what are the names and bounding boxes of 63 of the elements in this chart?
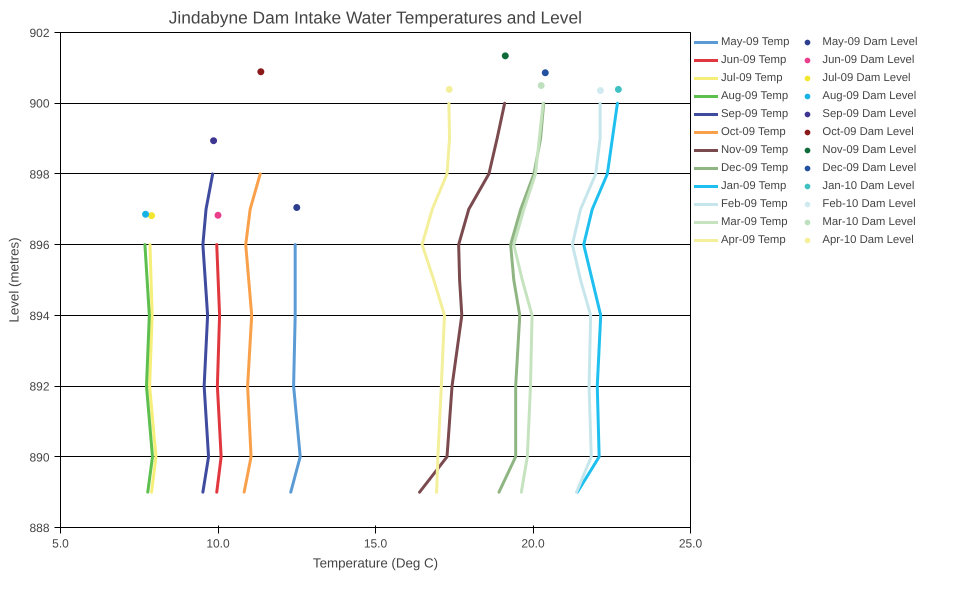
y-tick-label: 900 bbox=[29, 96, 50, 111]
legend-label: Apr-10 Dam Level bbox=[822, 234, 914, 246]
line-series bbox=[242, 172, 262, 494]
legend-label: Oct-09 Dam Level bbox=[822, 126, 914, 138]
legend-label: Mar-09 Temp bbox=[721, 216, 788, 228]
line-series bbox=[215, 243, 223, 494]
y-tick-label: 888 bbox=[29, 521, 50, 535]
legend-label: Aug-09 Temp bbox=[721, 90, 788, 102]
line-series bbox=[201, 172, 214, 494]
chart-title: Jindabyne Dam Intake Water Temperatures and Level bbox=[168, 8, 582, 28]
legend-label: Jun-09 Dam Level bbox=[822, 54, 914, 66]
legend-label: Feb-09 Temp bbox=[721, 198, 788, 210]
legend-label: Mar-10 Dam Level bbox=[822, 216, 916, 228]
legend-label: Jul-09 Dam Level bbox=[822, 72, 911, 84]
point bbox=[257, 68, 264, 76]
legend-label: Sep-09 Dam Level bbox=[822, 108, 916, 120]
line-series bbox=[418, 102, 506, 494]
line-series bbox=[148, 243, 158, 494]
legend-label: Apr-09 Temp bbox=[721, 234, 786, 246]
y-tick-label: 898 bbox=[29, 167, 50, 182]
legend-label: Aug-09 Dam Level bbox=[822, 90, 916, 102]
point bbox=[293, 204, 300, 212]
x-tick-label: 10.0 bbox=[206, 536, 230, 550]
x-tick-label: 5.0 bbox=[52, 536, 70, 550]
x-tick-label: 20.0 bbox=[521, 536, 546, 550]
x-tick-label: 25.0 bbox=[678, 536, 703, 550]
y-tick-label: 896 bbox=[29, 238, 50, 252]
legend-label: Dec-09 Dam Level bbox=[822, 162, 916, 174]
x-tick-label: 15.0 bbox=[364, 536, 388, 550]
x-axis-title: Temperature (Deg C) bbox=[312, 556, 438, 570]
point bbox=[214, 212, 222, 219]
point bbox=[142, 210, 150, 218]
legend-label: Jan-09 Temp bbox=[721, 180, 786, 192]
line-series bbox=[143, 243, 154, 494]
point bbox=[148, 212, 156, 220]
line-series bbox=[512, 102, 545, 494]
point bbox=[210, 137, 218, 144]
legend-label: May-09 Temp bbox=[721, 36, 790, 48]
y-axis-title: Level (metres) bbox=[6, 237, 22, 323]
y-tick-label: 902 bbox=[29, 26, 50, 40]
legend-label: Jun-09 Temp bbox=[721, 54, 786, 66]
line-series bbox=[420, 102, 452, 494]
legend-label: Jan-10 Dam Level bbox=[822, 180, 914, 192]
legend-label: Oct-09 Temp bbox=[721, 126, 786, 138]
y-tick-label: 894 bbox=[29, 308, 50, 323]
legend-label: Jul-09 Temp bbox=[721, 72, 782, 84]
line-series bbox=[576, 102, 619, 494]
point bbox=[596, 86, 604, 94]
line-series bbox=[570, 102, 602, 494]
line-series bbox=[289, 243, 302, 494]
legend-label: May-09 Dam Level bbox=[822, 36, 918, 48]
y-tick-label: 890 bbox=[29, 450, 50, 464]
legend-label: Sep-09 Temp bbox=[721, 108, 788, 120]
legend-label: Nov-09 Dam Level bbox=[822, 144, 916, 156]
point bbox=[502, 52, 509, 60]
legend-label: Feb-10 Dam Level bbox=[822, 198, 916, 210]
point bbox=[538, 82, 545, 90]
point bbox=[446, 86, 453, 93]
point bbox=[542, 69, 549, 76]
legend-label: Dec-09 Temp bbox=[721, 162, 788, 174]
point bbox=[614, 86, 622, 93]
legend-label: Nov-09 Temp bbox=[721, 144, 788, 156]
y-tick-label: 892 bbox=[29, 380, 50, 394]
